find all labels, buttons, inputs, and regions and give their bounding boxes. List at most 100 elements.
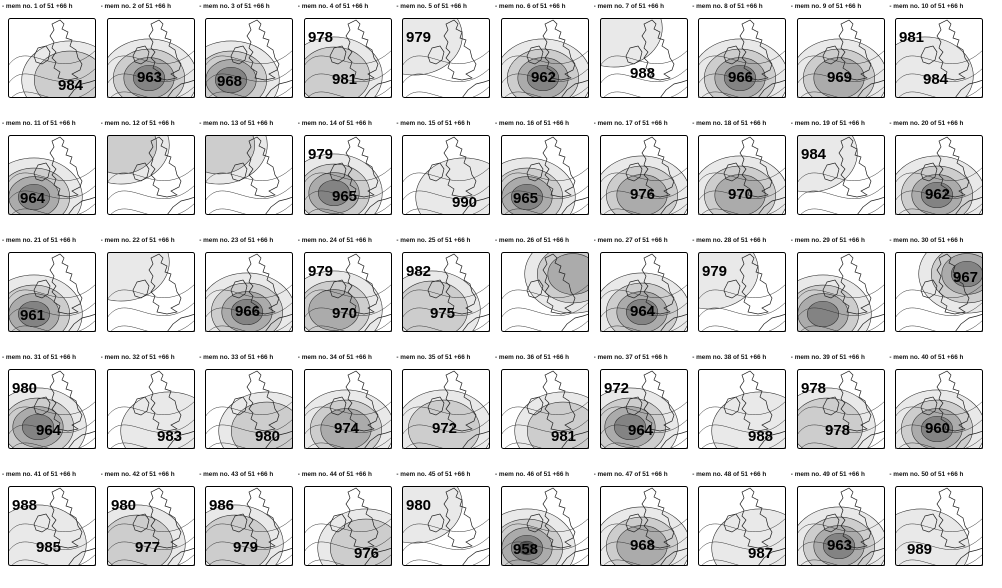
pressure-value-label: 979 [308,263,333,280]
coastline-great-britain [443,136,477,198]
coastline-continent [166,313,195,332]
isobar-line [796,535,885,553]
pressure-map: 984 [796,135,885,215]
pressure-contour [518,540,536,556]
ensemble-member-panel: - mem no. 18 of 51 +66 h 970 [690,117,788,232]
pressure-contour [806,300,839,328]
panel-title: - mem no. 27 of 51 +66 h [593,237,668,244]
pressure-contour [106,135,157,175]
map-frame [106,252,195,332]
isobar-line [402,400,491,418]
pressure-value-label: 965 [513,190,538,207]
coastline-ireland [132,279,149,299]
ensemble-member-panel: - mem no. 8 of 51 +66 h 966 [690,0,788,115]
ensemble-member-panel: - mem no. 17 of 51 +66 h 976 [592,117,690,232]
ensemble-member-panel: - mem no. 5 of 51 +66 h 979 [394,0,492,115]
map-frame [8,486,96,566]
isobar-line [501,49,589,67]
coastline-great-britain [148,253,181,315]
pressure-value-label: 984 [923,71,949,88]
isobar-line [799,553,885,566]
coastline-ireland [230,513,248,533]
isobar-line [8,400,96,418]
ensemble-member-panel: - mem no. 36 of 51 +66 h 981 [493,351,591,466]
panel-title: - mem no. 10 of 51 +66 h [889,3,964,10]
pressure-value-label: 983 [157,428,182,445]
isobar-line [402,283,491,301]
isobar-line [8,283,96,301]
coastline-great-britain [936,370,970,432]
map-frame [895,486,984,566]
coastline-ireland [33,162,51,182]
map-frame [402,369,491,449]
pressure-value-label: 968 [630,537,655,554]
pressure-map: 966 [205,252,294,332]
isobar-line [796,283,885,301]
map-frame [599,486,688,566]
isobar-line [504,553,589,566]
isobar-line [698,400,787,418]
pressure-contour [17,183,51,211]
pressure-contour [205,135,256,175]
isobar-line [8,67,96,85]
panel-title: - mem no. 28 of 51 +66 h [692,237,767,244]
pressure-contour [408,399,481,449]
panel-title: - mem no. 8 of 51 +66 h [692,3,763,10]
pressure-contour [599,18,663,68]
pressure-value-label: 968 [217,73,242,90]
pressure-contour [8,504,87,566]
pressure-map: 980 977 [106,486,195,566]
ensemble-member-panel: - mem no. 11 of 51 +66 h 964 [0,117,98,232]
panel-title: - mem no. 33 of 51 +66 h [199,354,274,361]
coastline-continent [363,196,392,215]
coastline-continent [659,196,688,215]
ensemble-member-panel: - mem no. 48 of 51 +66 h 987 [690,468,788,583]
isobar-line [698,301,787,319]
isobar-line [405,85,491,98]
panel-title: - mem no. 26 of 51 +66 h [495,237,570,244]
ensemble-member-panel: - mem no. 29 of 51 +66 h [789,234,887,349]
ensemble-member-panel: - mem no. 47 of 51 +66 h 968 [592,468,690,583]
pressure-contour [698,252,759,310]
pressure-value-label: 976 [354,545,379,562]
coastline-great-britain [246,487,280,549]
coastline-great-britain [49,370,83,432]
map-frame [796,369,885,449]
coastline-continent [264,547,294,566]
coastline-ireland [723,162,741,182]
isobar-line [8,517,96,535]
pressure-contour [402,18,463,76]
isobar-line [208,85,294,98]
coastline-ireland [822,279,840,299]
panel-title: - mem no. 46 of 51 +66 h [495,471,570,478]
pressure-value-label: 978 [308,29,333,46]
isobar-line [602,319,688,332]
isobar-line [799,436,885,449]
panel-title: - mem no. 45 of 51 +66 h [396,471,471,478]
pressure-map: 976 [599,135,688,215]
coastline-great-britain [246,136,280,198]
coastline-great-britain [641,370,674,432]
isobar-line [303,418,392,436]
pressure-contour [526,64,560,92]
pressure-value-label: 979 [406,29,431,46]
panel-title: - mem no. 40 of 51 +66 h [889,354,964,361]
pressure-value-label: 966 [235,303,260,320]
coastline-ireland [526,279,544,299]
isobar-line [599,184,688,202]
isobar-line [106,517,195,535]
isobar-line [405,202,491,215]
ensemble-member-panel: - mem no. 12 of 51 +66 h [99,117,197,232]
ensemble-member-panel: - mem no. 10 of 51 +66 h 981 984 [887,0,985,115]
coastline-continent [461,196,491,215]
pressure-map: 986 979 [205,486,294,566]
pressure-value-label: 964 [36,422,62,439]
isobar-line [895,67,984,85]
isobar-line [106,301,195,319]
panel-title: - mem no. 12 of 51 +66 h [100,120,175,127]
coastline-great-britain [739,487,773,549]
ensemble-member-panel: - mem no. 16 of 51 +66 h 965 [493,117,591,232]
coastline-great-britain [443,19,477,81]
pressure-value-label: 969 [827,69,852,86]
isobar-line [599,400,688,418]
